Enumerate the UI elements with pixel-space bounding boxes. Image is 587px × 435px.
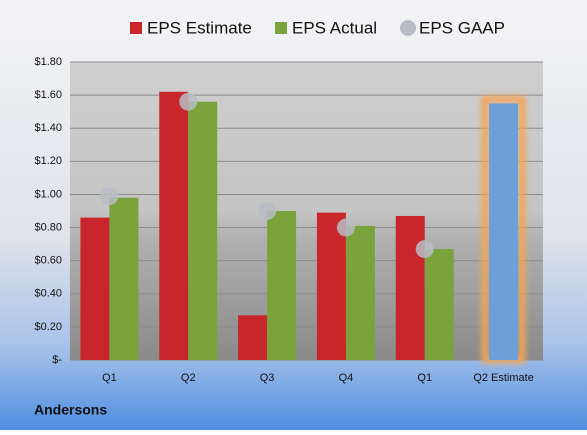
gaap-dot [179, 92, 198, 111]
gaap-dot [258, 202, 277, 220]
legend-label: EPS GAAP [419, 18, 505, 37]
y-tick-label: $1.20 [34, 155, 62, 167]
bar [316, 212, 346, 360]
bar [109, 197, 139, 360]
y-tick-label: $1.60 [34, 89, 62, 101]
y-tick-label: $0.60 [34, 255, 62, 267]
x-tick-label: Q4 [339, 372, 354, 384]
y-tick-label: $0.80 [34, 221, 62, 233]
bar [395, 215, 425, 360]
x-tick-label: Q1 [102, 372, 117, 384]
y-tick-label: $1.00 [34, 188, 62, 200]
x-tick-label: Q2 [181, 372, 196, 384]
legend-label: EPS Estimate [147, 18, 252, 37]
bar [345, 225, 375, 360]
bar [159, 91, 189, 361]
y-tick-label: $0.20 [34, 321, 62, 333]
bar [489, 103, 519, 360]
gaap-dot [336, 218, 355, 237]
chart-title: Andersons [34, 402, 107, 418]
plot-area [70, 62, 543, 360]
x-tick-label: Q3 [260, 372, 275, 384]
gaap-dot [415, 240, 434, 259]
bar [267, 211, 297, 360]
legend-marker [275, 22, 287, 34]
y-tick-label: $0.40 [34, 288, 62, 300]
y-tick-label: $- [52, 354, 62, 366]
bar [238, 315, 268, 360]
legend-marker [130, 22, 142, 34]
y-tick-label: $1.80 [34, 56, 62, 68]
bar [424, 249, 454, 360]
gaap-dot [100, 187, 119, 206]
y-tick-label: $1.40 [34, 122, 62, 134]
legend-marker [400, 20, 416, 36]
legend-label: EPS Actual [292, 18, 377, 37]
x-tick-label: Q1 [417, 372, 432, 384]
bar [188, 101, 218, 360]
bar [80, 217, 110, 360]
x-tick-label: Q2 Estimate [473, 372, 534, 384]
